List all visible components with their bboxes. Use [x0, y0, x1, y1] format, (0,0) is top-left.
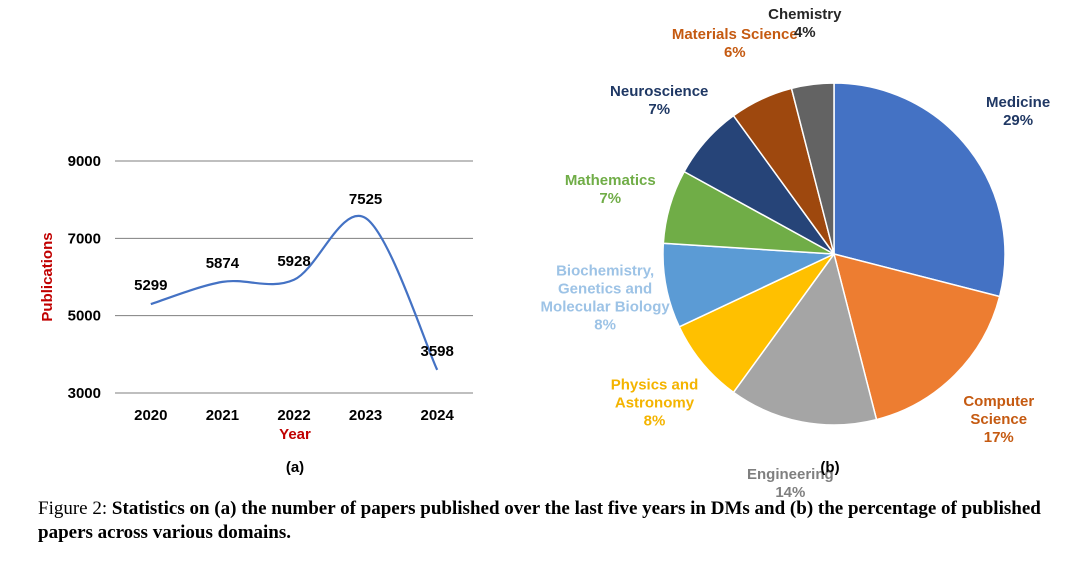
slice-name: Physics and: [611, 377, 699, 394]
slice-percent: 29%: [1003, 112, 1033, 129]
slice-label: Materials Science 6%: [672, 26, 798, 61]
data-label: 3598: [421, 343, 454, 360]
slice-name: Molecular Biology: [541, 299, 671, 316]
slice-percent: 7%: [599, 190, 621, 207]
y-tick-labels: 3000 5000 7000 9000: [68, 153, 101, 402]
panel-label-a: (a): [286, 459, 304, 476]
slice-name: Science: [970, 411, 1027, 428]
slice-percent: 8%: [644, 413, 666, 430]
y-axis-label: Publications: [39, 232, 56, 321]
pie-slices: [662, 82, 1006, 426]
x-tick-label: 2020: [134, 407, 167, 424]
y-tick-label: 7000: [68, 230, 101, 247]
pie-slice: [833, 82, 1006, 298]
slice-label: Computer Science 17%: [963, 393, 1034, 446]
data-labels: 5299 5874 5928 7525 3598: [134, 191, 454, 360]
slice-label: Neuroscience 7%: [610, 83, 708, 118]
slice-name: Medicine: [986, 94, 1050, 111]
x-axis-label: Year: [279, 426, 311, 443]
pie-slice: [832, 252, 1001, 421]
slice-name: Biochemistry,: [556, 263, 654, 280]
gridlines: [115, 160, 473, 394]
slice-label: Chemistry 4%: [768, 6, 842, 41]
x-tick-labels: 2020 2021 2022 2023 2024: [134, 407, 454, 424]
slice-label: Physics and Astronomy 8%: [611, 377, 699, 430]
slice-name: Genetics and: [558, 281, 652, 298]
panel-label-b: (b): [820, 459, 839, 476]
slice-name: Chemistry: [768, 6, 842, 23]
slice-label: Mathematics 7%: [565, 172, 656, 207]
slice-label: Engineering 14%: [747, 466, 834, 501]
figure-caption: Figure 2: Statistics on (a) the number o…: [38, 497, 1048, 545]
y-tick-label: 9000: [68, 153, 101, 170]
slice-name: Engineering: [747, 466, 834, 483]
slice-percent: 14%: [775, 484, 805, 501]
data-label: 5299: [134, 277, 167, 294]
slice-name: Computer: [963, 393, 1034, 410]
data-label: 7525: [349, 191, 382, 208]
slice-label: Biochemistry, Genetics and Molecular Biolo…: [541, 263, 671, 334]
slice-name: Neuroscience: [610, 83, 708, 100]
slice-name: Mathematics: [565, 172, 656, 189]
slice-label: Medicine 29%: [986, 94, 1050, 129]
slice-percent: 17%: [984, 429, 1014, 446]
caption-text: Statistics on (a) the number of papers p…: [38, 498, 1041, 543]
data-label: 5928: [277, 253, 310, 270]
pie-chart: Medicine 29% Computer Science 17% Engineering…: [541, 6, 1051, 501]
data-label: 5874: [206, 255, 240, 272]
pie-slice: [732, 252, 878, 426]
slice-name: Astronomy: [615, 395, 695, 412]
slice-percent: 8%: [594, 317, 616, 334]
line-chart: 3000 5000 7000 9000 2020 2021 2022 2023 2024 52…: [39, 153, 473, 476]
pie-labels: Medicine 29% Computer Science 17% Engineering…: [541, 6, 1051, 501]
slice-percent: 4%: [794, 24, 816, 41]
x-tick-label: 2023: [349, 407, 382, 424]
slice-percent: 7%: [648, 101, 670, 118]
y-tick-label: 5000: [68, 308, 101, 325]
pie-slice: [790, 82, 835, 255]
x-tick-label: 2024: [421, 407, 455, 424]
x-tick-label: 2022: [277, 407, 310, 424]
x-tick-label: 2021: [206, 407, 239, 424]
y-tick-label: 3000: [68, 385, 101, 402]
caption-prefix: Figure 2:: [38, 498, 112, 519]
slice-percent: 6%: [724, 44, 746, 61]
slice-name: Materials Science: [672, 26, 798, 43]
series-line: [150, 214, 439, 371]
